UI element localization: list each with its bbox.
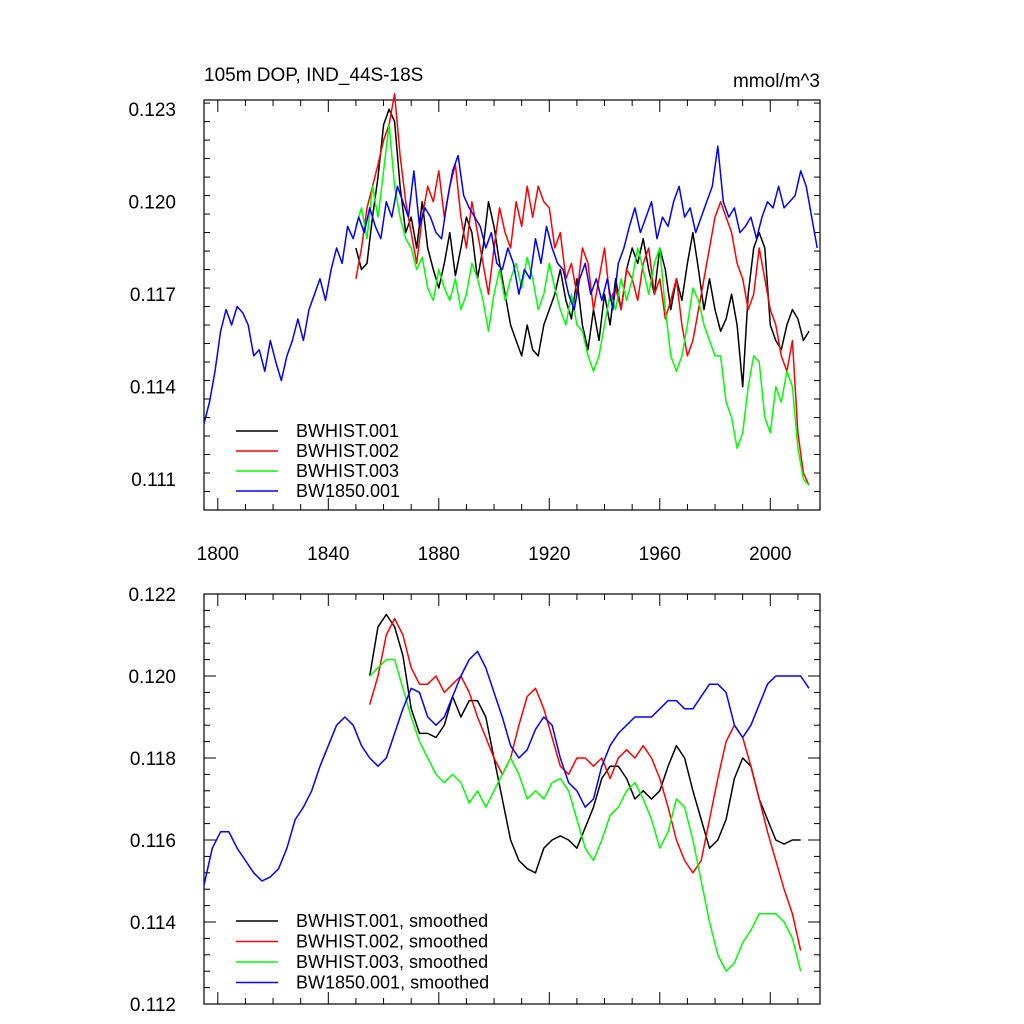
x-tick-label: 1920 xyxy=(528,544,570,565)
x-tick-label: 2000 xyxy=(749,544,791,565)
top-panel: 105m DOP, IND_44S-18S mmol/m^3 1800 1840 1… xyxy=(128,65,821,565)
series-line xyxy=(355,108,810,388)
series-line xyxy=(368,613,801,874)
legend-label: BW1850.001 xyxy=(296,481,400,501)
y-tick-label: 0.116 xyxy=(130,831,176,852)
series-line xyxy=(369,658,802,972)
series-line xyxy=(368,617,802,951)
y-tick-label: 0.111 xyxy=(131,470,176,491)
y-tick-label: 0.114 xyxy=(130,378,177,399)
bottom-y-tick-labels: 0.112 0.114 0.116 0.118 0.120 0.122 xyxy=(128,585,176,1016)
y-tick-label: 0.122 xyxy=(128,585,176,606)
top-plot-frame xyxy=(203,99,821,511)
bottom-panel: 0.112 0.114 0.116 0.118 0.120 0.122 BWHIST.00… xyxy=(128,585,821,1016)
bottom-ticks xyxy=(204,593,820,1005)
top-ticks xyxy=(204,100,820,511)
bottom-series xyxy=(203,613,810,972)
legend-label: BWHIST.001 xyxy=(296,421,399,441)
top-series xyxy=(203,93,818,486)
series-line xyxy=(355,93,810,486)
legend-label: BWHIST.001, smoothed xyxy=(296,911,488,931)
y-tick-label: 0.120 xyxy=(128,667,176,688)
legend-label: BWHIST.003, smoothed xyxy=(296,952,488,972)
top-chart-title: 105m DOP, IND_44S-18S xyxy=(204,65,423,86)
series-line xyxy=(355,123,810,486)
y-tick-label: 0.117 xyxy=(130,285,176,306)
top-chart-units: mmol/m^3 xyxy=(733,71,820,92)
x-tick-label: 1800 xyxy=(197,544,239,565)
y-tick-label: 0.120 xyxy=(128,193,176,214)
y-tick-label: 0.114 xyxy=(130,913,177,934)
legend-label: BWHIST.002, smoothed xyxy=(296,932,488,952)
y-tick-label: 0.118 xyxy=(130,749,176,770)
bottom-plot-frame xyxy=(203,593,821,1005)
y-tick-label: 0.123 xyxy=(128,100,176,121)
top-x-tick-labels: 1800 1840 1880 1920 1960 2000 xyxy=(197,544,792,565)
x-tick-label: 1840 xyxy=(307,544,349,565)
series-line xyxy=(203,145,818,424)
legend-label: BWHIST.003 xyxy=(296,461,399,481)
top-y-tick-labels: 0.111 0.114 0.117 0.120 0.123 xyxy=(128,100,176,491)
legend-label: BWHIST.002 xyxy=(296,441,399,461)
series-line xyxy=(203,650,810,886)
legend-label: BW1850.001, smoothed xyxy=(296,973,489,993)
y-tick-label: 0.112 xyxy=(130,995,176,1016)
x-tick-label: 1880 xyxy=(418,544,460,565)
x-tick-label: 1960 xyxy=(639,544,681,565)
